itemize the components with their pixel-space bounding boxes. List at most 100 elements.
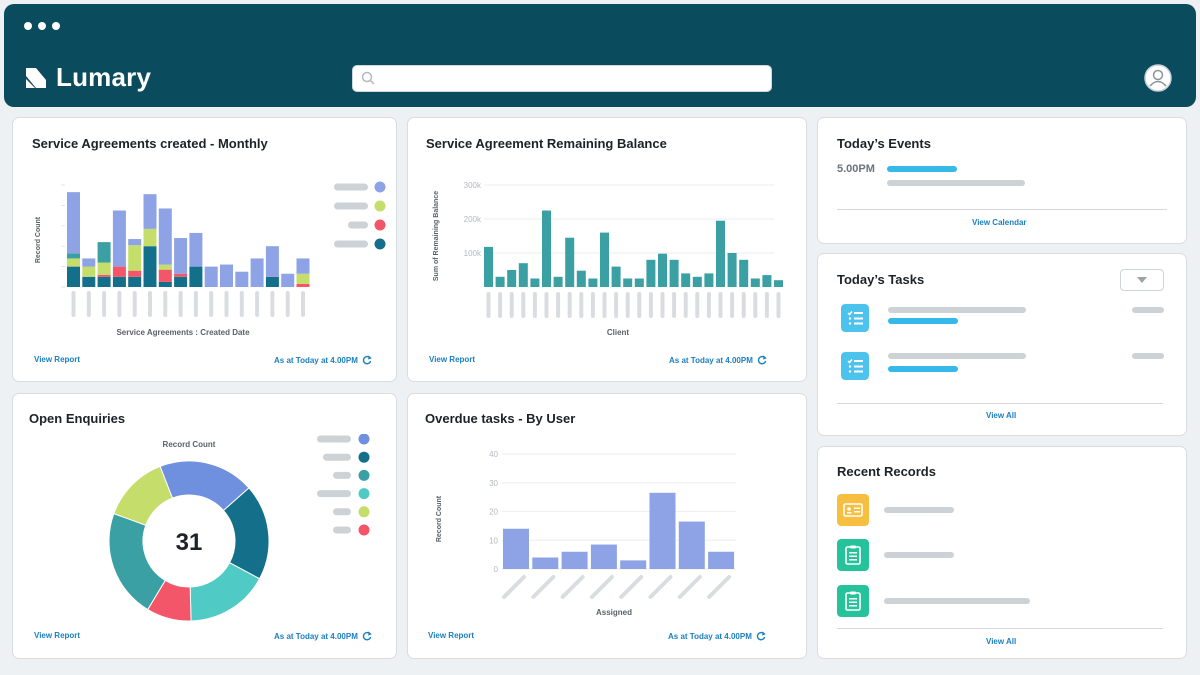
task-title-placeholder[interactable] (888, 353, 1026, 359)
bar-segment (296, 258, 310, 274)
bar (532, 557, 559, 569)
bar (518, 263, 528, 287)
refresh-icon[interactable] (757, 355, 767, 365)
lumary-logo[interactable]: Lumary (24, 62, 151, 93)
x-tick-label-placeholder (602, 292, 607, 318)
legend-label-placeholder (334, 240, 368, 248)
x-tick-label-placeholder (193, 291, 198, 317)
bar (620, 560, 647, 569)
pie-slice (113, 465, 174, 526)
event-time: 5.00PM (837, 163, 875, 175)
legend-swatch (374, 200, 386, 212)
bar-segment (174, 238, 188, 274)
refresh-icon[interactable] (756, 631, 766, 641)
search-box[interactable] (352, 65, 772, 92)
y-tick-label: 200k (464, 215, 482, 224)
task-title-placeholder[interactable] (888, 307, 1026, 313)
record-placeholder[interactable] (884, 507, 954, 513)
x-tick-label-placeholder (544, 292, 549, 318)
window-dot (24, 22, 32, 30)
x-tick-label-placeholder (707, 575, 732, 599)
x-tick-label-placeholder (589, 575, 614, 599)
as-at-text: As at Today at 4.00PM (274, 355, 358, 365)
legend-label-placeholder (334, 183, 368, 191)
refresh-icon[interactable] (362, 355, 372, 365)
x-tick-label-placeholder (117, 291, 122, 317)
bar (590, 544, 617, 569)
window-dot (38, 22, 46, 30)
x-tick-label-placeholder (86, 291, 91, 317)
bar (565, 237, 575, 287)
chevron-down-icon (1137, 277, 1147, 283)
search-input[interactable] (383, 69, 763, 88)
x-tick-label-placeholder (706, 292, 711, 318)
legend-swatch (374, 238, 386, 250)
bar-segment (82, 276, 96, 287)
refresh-status[interactable]: As at Today at 4.00PM (274, 631, 372, 641)
divider (837, 209, 1167, 210)
bar-segment (97, 242, 111, 263)
refresh-icon[interactable] (362, 631, 372, 641)
bar-segment (250, 258, 264, 287)
clipboard-icon[interactable] (837, 585, 869, 617)
y-axis-label: Sum of Remaining Balance (433, 191, 440, 281)
x-tick-label-placeholder (718, 292, 723, 318)
bar (704, 273, 714, 287)
x-tick-label-placeholder (521, 292, 526, 318)
card-title: Service Agreement Remaining Balance (426, 136, 667, 151)
x-tick-label-placeholder (683, 292, 688, 318)
legend-label-placeholder (333, 508, 351, 516)
bar-segment (143, 194, 157, 229)
bar (774, 280, 783, 287)
x-tick-label-placeholder (301, 291, 305, 317)
bar-segment (143, 228, 157, 247)
x-tick-label-placeholder (677, 575, 702, 599)
bar (600, 232, 609, 287)
bar (611, 266, 621, 287)
view-all-records-link[interactable]: View All (986, 637, 1017, 646)
view-report-link[interactable]: View Report (34, 355, 81, 364)
x-tick-label-placeholder (285, 291, 290, 317)
bar (634, 278, 644, 287)
x-tick-label-placeholder (648, 575, 673, 599)
clipboard-icon[interactable] (837, 539, 869, 571)
legend-label-placeholder (317, 435, 351, 443)
bar (542, 210, 551, 287)
x-tick-label-placeholder (531, 575, 556, 599)
bar (588, 278, 598, 287)
y-tick-label: 40 (489, 450, 498, 459)
x-tick-label-placeholder (637, 292, 642, 318)
view-report-link[interactable]: View Report (34, 631, 81, 640)
legend-label-placeholder (333, 526, 351, 534)
refresh-status[interactable]: As at Today at 4.00PM (668, 631, 766, 641)
bar (484, 246, 493, 287)
card-title: Overdue tasks - By User (425, 411, 576, 426)
x-tick-label-placeholder (209, 291, 214, 317)
record-placeholder[interactable] (884, 598, 1030, 604)
bar (708, 551, 735, 569)
x-tick-label-placeholder (648, 292, 653, 318)
tasks-filter-dropdown[interactable] (1120, 269, 1164, 291)
record-placeholder[interactable] (884, 552, 954, 558)
bar-segment (296, 273, 310, 284)
refresh-status[interactable]: As at Today at 4.00PM (274, 355, 372, 365)
view-calendar-link[interactable]: View Calendar (972, 218, 1027, 227)
task-list-icon[interactable] (841, 304, 869, 332)
user-avatar-icon[interactable] (1144, 64, 1172, 92)
view-report-link[interactable]: View Report (429, 355, 476, 364)
y-tick-label: 100k (464, 249, 482, 258)
bar-segment (128, 270, 142, 277)
view-all-tasks-link[interactable]: View All (986, 411, 1017, 420)
legend-swatch (358, 469, 370, 481)
refresh-status[interactable]: As at Today at 4.00PM (669, 355, 767, 365)
event-title-placeholder[interactable] (887, 166, 957, 172)
x-tick-label-placeholder (590, 292, 595, 318)
task-list-icon[interactable] (841, 352, 869, 380)
contact-card-icon[interactable] (837, 494, 869, 526)
view-report-link[interactable]: View Report (428, 631, 475, 640)
bar-segment (128, 245, 142, 271)
bar-segment (265, 246, 279, 277)
x-tick-label-placeholder (619, 575, 644, 599)
bar-segment (112, 266, 126, 277)
bar (678, 521, 705, 569)
